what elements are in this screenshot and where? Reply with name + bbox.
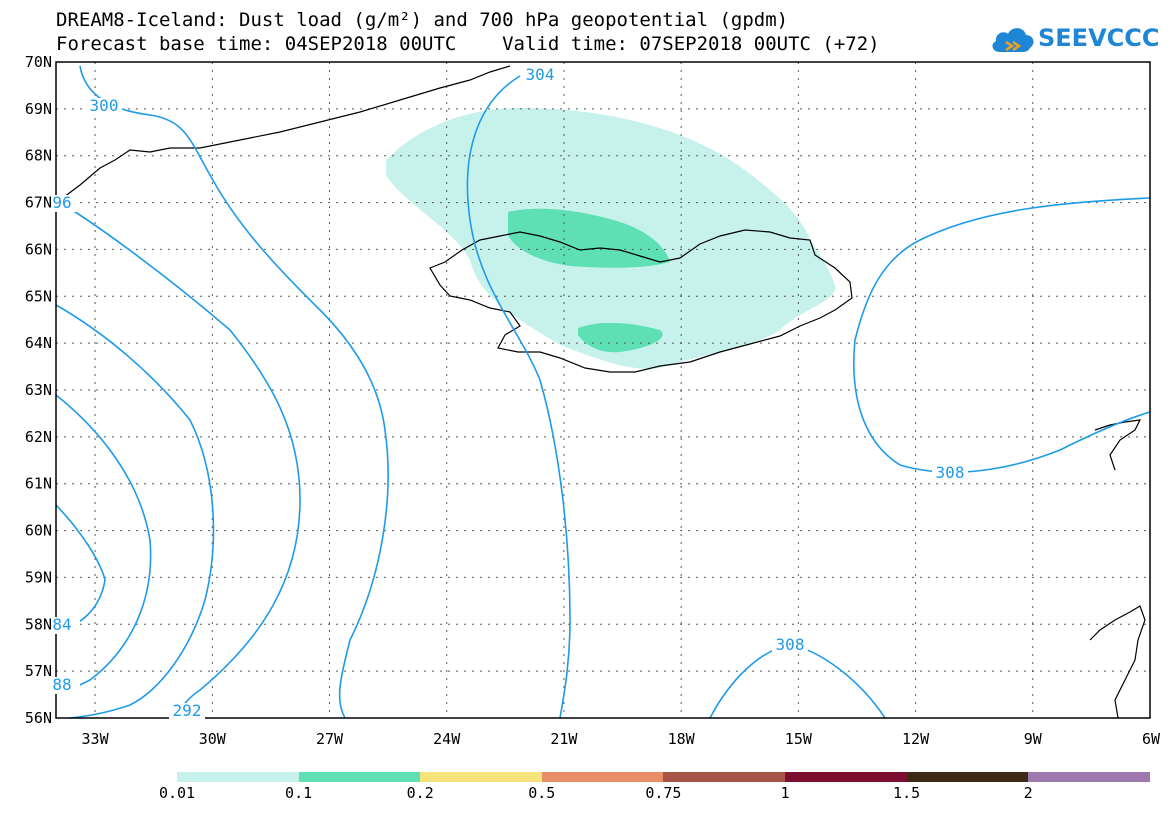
contour-300 [79,65,389,719]
legend-swatch [420,772,542,782]
lat-tick-label: 66N [25,240,52,258]
contour-284 [55,504,106,631]
contour-label-bg [44,617,80,634]
lat-tick-label: 58N [25,615,52,633]
scandinavia-coast [1094,419,1142,471]
contour-label-bg [86,98,122,115]
contour-label-bg [772,637,808,654]
lat-tick-label: 64N [25,334,52,352]
axis-label-group: 70N 69N 68N 67N 66N 65N 64N 63N 62N 61N 60N 59N 58N 5… [25,53,1161,748]
legend-label: 1.5 [893,784,921,802]
lon-tick-label: 18W [668,730,696,748]
lat-tick-label: 65N [25,287,52,305]
contour-296 [55,199,301,719]
contour-label: 300 [90,96,119,115]
contour-label: 304 [526,65,555,84]
legend-swatch [785,772,907,782]
lat-tick-label: 63N [25,381,52,399]
legend-label: 0.01 [158,784,196,802]
legend-label: 0.1 [285,784,313,802]
lat-tick-label: 61N [25,475,52,493]
contour-label-group: 300 304 308 308 292 84 88 96 [44,65,968,720]
contour-label: 88 [52,675,71,694]
map-frame [55,61,1151,719]
logo-text: SEEVCCC [1038,24,1160,52]
contour-label: 96 [52,193,71,212]
lat-tick-label: 62N [25,428,52,446]
lat-tick-label: 70N [25,53,52,71]
legend-swatch [298,772,421,782]
contour-label-bg [169,703,205,720]
lon-tick-label: 15W [785,730,813,748]
greenland-coast [59,65,511,201]
lat-tick-label: 69N [25,100,52,118]
lat-tick-label: 57N [25,662,52,680]
dust-area-mid-south [578,322,663,353]
contour-label-bg [44,677,80,694]
lat-tick-label: 68N [25,147,52,165]
legend-swatch [541,772,664,782]
chart-subtitle: Forecast base time: 04SEP2018 00UTC Vali… [56,33,880,55]
contour-label-bg [932,465,968,482]
lon-tick-label: 33W [82,730,110,748]
lon-tick-label: 9W [1024,730,1043,748]
coastline [59,65,1146,719]
contour-label-bg [44,195,80,212]
contour-label: 308 [936,463,965,482]
britain-coast [1089,605,1146,719]
legend-swatch [177,772,299,782]
lat-tick-label: 67N [25,194,52,212]
legend-label: 0.2 [406,784,434,802]
contour-308-north [853,197,1151,473]
contour-label: 308 [776,635,805,654]
legend-swatch [906,772,1029,782]
legend-label: 1 [780,784,790,802]
legend-swatch [663,772,785,782]
iceland-coast [429,229,853,373]
legend-label: 0.5 [528,784,556,802]
contour-308-south [709,644,886,719]
seevccc-logo: SEEVCCC [990,20,1170,60]
legend-swatch [1028,772,1150,782]
cloud-icon [992,28,1034,52]
lat-lon-grid [56,62,1150,718]
contour-label: 292 [173,701,202,720]
chart-title: DREAM8-Iceland: Dust load (g/m²) and 700… [56,9,789,31]
lon-tick-label: 24W [433,730,461,748]
contour-292 [55,304,215,719]
contour-label: 84 [52,615,71,634]
lon-tick-label: 12W [902,730,930,748]
dust-load-shading [386,108,836,369]
lat-tick-label: 56N [25,709,52,727]
legend-label: 2 [1023,784,1033,802]
lat-tick-label: 59N [25,568,52,586]
lon-tick-label: 30W [199,730,227,748]
lon-tick-label: 21W [550,730,578,748]
lon-tick-label: 6W [1142,730,1161,748]
contour-288 [55,394,152,693]
lat-tick-label: 60N [25,522,52,540]
legend-label: 0.75 [645,784,682,802]
contour-label-bg [522,67,558,84]
contour-304 [466,75,571,719]
lon-tick-label: 27W [316,730,344,748]
